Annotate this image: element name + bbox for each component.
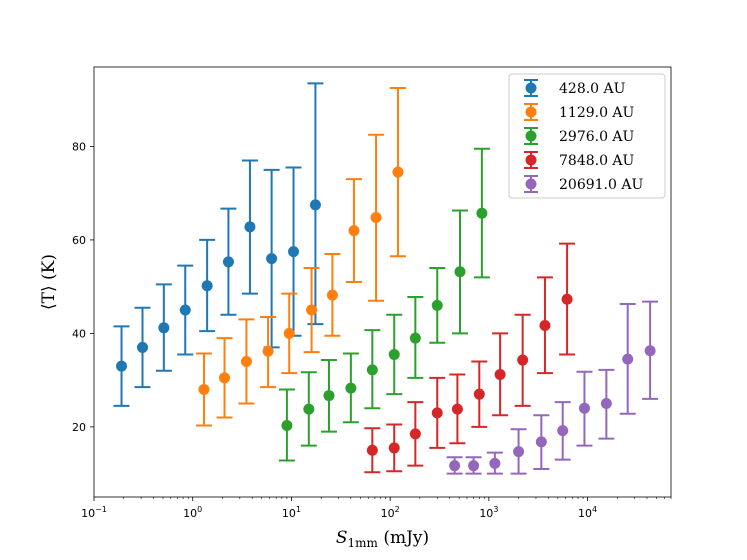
legend-marker: [525, 178, 537, 190]
y-axis-label: ⟨T⟩ (K): [39, 254, 59, 310]
data-point: [513, 446, 525, 458]
legend-item: 1129.0 AU: [524, 103, 635, 121]
data-point: [644, 345, 656, 357]
legend-label: 1129.0 AU: [559, 105, 635, 121]
legend-item: 2976.0 AU: [524, 127, 635, 145]
data-point: [431, 407, 443, 419]
data-point: [622, 353, 634, 365]
x-tick-label: 104: [578, 505, 597, 520]
data-point: [468, 460, 480, 472]
data-point: [451, 403, 463, 415]
data-point: [219, 372, 231, 384]
data-point: [370, 212, 382, 223]
data-point: [326, 289, 338, 301]
data-point: [366, 364, 378, 376]
data-point: [494, 369, 506, 381]
data-point: [539, 319, 551, 331]
data-point: [116, 360, 128, 372]
data-point: [158, 322, 170, 334]
data-point: [600, 398, 612, 410]
data-point: [198, 384, 210, 395]
y-tick-label: 20: [72, 421, 86, 434]
legend-marker: [525, 130, 537, 142]
data-point: [409, 332, 421, 344]
data-point: [222, 256, 234, 268]
legend-box: [508, 73, 666, 199]
x-tick-label: 102: [381, 505, 400, 520]
data-point: [283, 327, 295, 339]
series-layer: [113, 82, 659, 475]
legend-label: 2976.0 AU: [559, 129, 635, 145]
x-tick-label: 100: [183, 505, 202, 520]
data-point: [517, 354, 529, 366]
data-point: [366, 444, 378, 456]
data-point: [179, 304, 191, 316]
legend-marker: [525, 82, 537, 94]
data-point: [578, 402, 590, 414]
data-point: [288, 246, 300, 258]
data-point: [323, 390, 335, 402]
data-point: [240, 355, 252, 367]
x-axis-label: S1mm (mJy): [336, 528, 429, 550]
legend-label: 7848.0 AU: [559, 153, 635, 169]
legend-marker: [525, 106, 537, 118]
data-point: [557, 425, 569, 437]
y-tick-label: 60: [72, 234, 86, 247]
y-tick-label: 40: [72, 327, 86, 340]
data-point: [281, 419, 293, 431]
data-point: [431, 299, 443, 311]
plot-frame: [93, 66, 672, 498]
legend-label: 428.0 AU: [559, 81, 626, 97]
axes-layer: 10−1 100 101 102 103 104 20 40 60 80: [72, 140, 672, 520]
series-7848-0-AU-au: [364, 242, 576, 474]
x-tick-label: 10−1: [81, 505, 107, 520]
data-point: [476, 207, 488, 219]
data-point: [473, 388, 485, 400]
data-point: [409, 428, 421, 440]
data-point: [244, 221, 256, 233]
data-point: [303, 403, 315, 415]
data-point: [266, 253, 278, 265]
data-point: [454, 266, 466, 278]
series-2976-0-AU-au: [278, 147, 490, 462]
series-20691-0-AU-au: [446, 300, 659, 475]
legend-item: 428.0 AU: [524, 79, 626, 97]
data-point: [306, 304, 318, 316]
series-1129-0-AU-au: [195, 87, 406, 427]
data-point: [137, 341, 149, 353]
data-point: [489, 457, 501, 469]
x-tick-label: 101: [282, 505, 301, 520]
data-point: [262, 345, 274, 357]
data-point: [345, 382, 357, 394]
legend: 428.0 AU 1129.0 AU 2976.0 AU 7848.0 AU 20691…: [508, 73, 666, 199]
legend-marker: [525, 154, 537, 166]
x-tick-label: 103: [479, 505, 498, 520]
data-point: [388, 348, 400, 360]
data-point: [388, 442, 400, 454]
legend-item: 20691.0 AU: [524, 175, 643, 193]
legend-label: 20691.0 AU: [559, 177, 643, 193]
data-point: [561, 293, 573, 305]
data-point: [348, 225, 360, 237]
data-point: [535, 436, 547, 448]
legend-item: 7848.0 AU: [524, 151, 635, 169]
data-point: [309, 199, 321, 211]
data-point: [392, 166, 404, 178]
data-point: [449, 460, 461, 472]
data-point: [201, 280, 213, 292]
y-tick-label: 80: [72, 140, 86, 153]
